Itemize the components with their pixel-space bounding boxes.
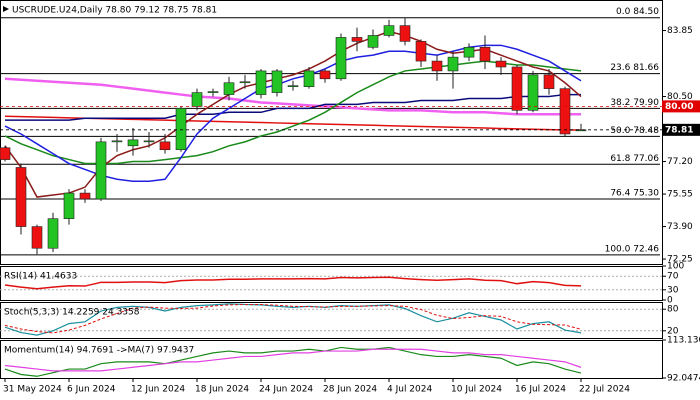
panel-frame bbox=[0, 340, 663, 379]
candle-body bbox=[175, 108, 187, 151]
indicator-line bbox=[4, 77, 581, 116]
indicator-line bbox=[4, 346, 582, 377]
candle-body bbox=[31, 226, 43, 249]
candle-body bbox=[431, 60, 443, 72]
y-tick-label: 80 bbox=[667, 305, 679, 315]
candle-body bbox=[575, 129, 587, 132]
fib-label: 61.8 77.06 bbox=[610, 154, 659, 164]
fib-label: 100.0 72.46 bbox=[605, 244, 660, 254]
panel-title: RSI(14) 41.4633 bbox=[4, 272, 77, 282]
candle-body bbox=[255, 70, 267, 95]
y-tick-label: 73.90 bbox=[667, 222, 693, 232]
panel-title: Stoch(5,3,3) 14.2259 24.3358 bbox=[4, 308, 140, 318]
y-tick-label: 100 bbox=[667, 262, 684, 272]
title-arrow bbox=[3, 6, 9, 12]
x-tick-label: 18 Jun 2024 bbox=[195, 385, 249, 395]
candle-body bbox=[159, 141, 171, 151]
fib-label: 50.0 78.48 bbox=[610, 126, 659, 136]
candle-body bbox=[479, 46, 491, 62]
y-tick-label: 75.55 bbox=[667, 190, 693, 200]
fib-label: 76.4 75.30 bbox=[610, 188, 659, 198]
candle-body bbox=[95, 141, 107, 200]
x-tick-label: 10 Jul 2024 bbox=[451, 385, 502, 395]
x-tick-label: 24 Jun 2024 bbox=[259, 385, 313, 395]
candle-body bbox=[239, 81, 251, 84]
x-tick-label: 28 Jun 2024 bbox=[323, 385, 377, 395]
candle-body bbox=[15, 167, 27, 227]
panel-title: Momentum(14) 94.7691 ->MA(7) 97.9437 bbox=[4, 346, 194, 356]
candle-body bbox=[511, 66, 523, 111]
candle-body bbox=[367, 35, 379, 48]
fib-label: 38.2 79.90 bbox=[610, 98, 659, 108]
y-tick-label: 77.20 bbox=[667, 157, 693, 167]
y-tick-label: 80.50 bbox=[667, 92, 693, 102]
y-tick-label: 83.85 bbox=[667, 26, 693, 36]
y-tick-label: 20 bbox=[667, 326, 679, 336]
indicator-line bbox=[5, 93, 581, 121]
y-tick-label: 0 bbox=[667, 296, 673, 306]
candle-body bbox=[111, 140, 123, 143]
candle-body bbox=[223, 82, 235, 95]
x-tick-label: 12 Jun 2024 bbox=[131, 385, 185, 395]
x-tick-label: 31 May 2024 bbox=[3, 385, 62, 395]
candle-body bbox=[527, 74, 539, 111]
y-tick-label: 30 bbox=[667, 285, 679, 295]
candle-body bbox=[559, 88, 571, 135]
candle-body bbox=[207, 91, 219, 93]
price-marker bbox=[662, 123, 700, 136]
y-tick-label: 92.0474 bbox=[667, 374, 700, 384]
candle-body bbox=[47, 218, 59, 249]
candle-body bbox=[143, 140, 155, 143]
candle-body bbox=[79, 192, 91, 200]
price-marker-label: 80.00 bbox=[665, 102, 693, 112]
candle-body bbox=[447, 56, 459, 72]
candle-body bbox=[127, 139, 139, 147]
x-tick-label: 6 Jun 2024 bbox=[67, 385, 116, 395]
indicator-line bbox=[4, 276, 582, 290]
candle-body bbox=[335, 37, 347, 80]
x-tick-label: 4 Jul 2024 bbox=[387, 385, 432, 395]
indicator-line bbox=[4, 304, 582, 334]
price-marker-label: 78.81 bbox=[665, 125, 693, 135]
candle-body bbox=[0, 147, 11, 160]
y-tick-label: 113.1307 bbox=[667, 336, 700, 346]
fib-label: 23.6 81.66 bbox=[610, 63, 659, 73]
candle-body bbox=[303, 70, 315, 87]
candle-body bbox=[351, 37, 363, 42]
candle-body bbox=[319, 70, 331, 80]
candle-body bbox=[415, 41, 427, 62]
candle-body bbox=[63, 192, 75, 219]
indicator-line bbox=[4, 303, 582, 336]
candle-body bbox=[383, 25, 395, 36]
candle-body bbox=[399, 25, 411, 42]
indicator-line bbox=[4, 348, 582, 372]
candle-body bbox=[287, 85, 299, 88]
candle-body bbox=[191, 92, 203, 107]
panel-frame bbox=[0, 0, 663, 265]
x-tick-label: 22 Jul 2024 bbox=[579, 385, 630, 395]
candle-body bbox=[543, 74, 555, 89]
candle-body bbox=[271, 70, 283, 93]
x-tick-label: 16 Jul 2024 bbox=[515, 385, 566, 395]
panel-frame bbox=[0, 266, 663, 301]
y-tick-label: 72.25 bbox=[667, 255, 693, 265]
candle-body bbox=[495, 60, 507, 68]
panel-title: USCRUDE.U24,Daily 78.80 79.12 78.75 78.8… bbox=[12, 6, 217, 16]
candle-body bbox=[463, 46, 475, 58]
price-marker bbox=[662, 100, 700, 113]
y-tick-label: 70 bbox=[667, 272, 679, 282]
fib-label: 0.0 84.50 bbox=[616, 7, 659, 17]
